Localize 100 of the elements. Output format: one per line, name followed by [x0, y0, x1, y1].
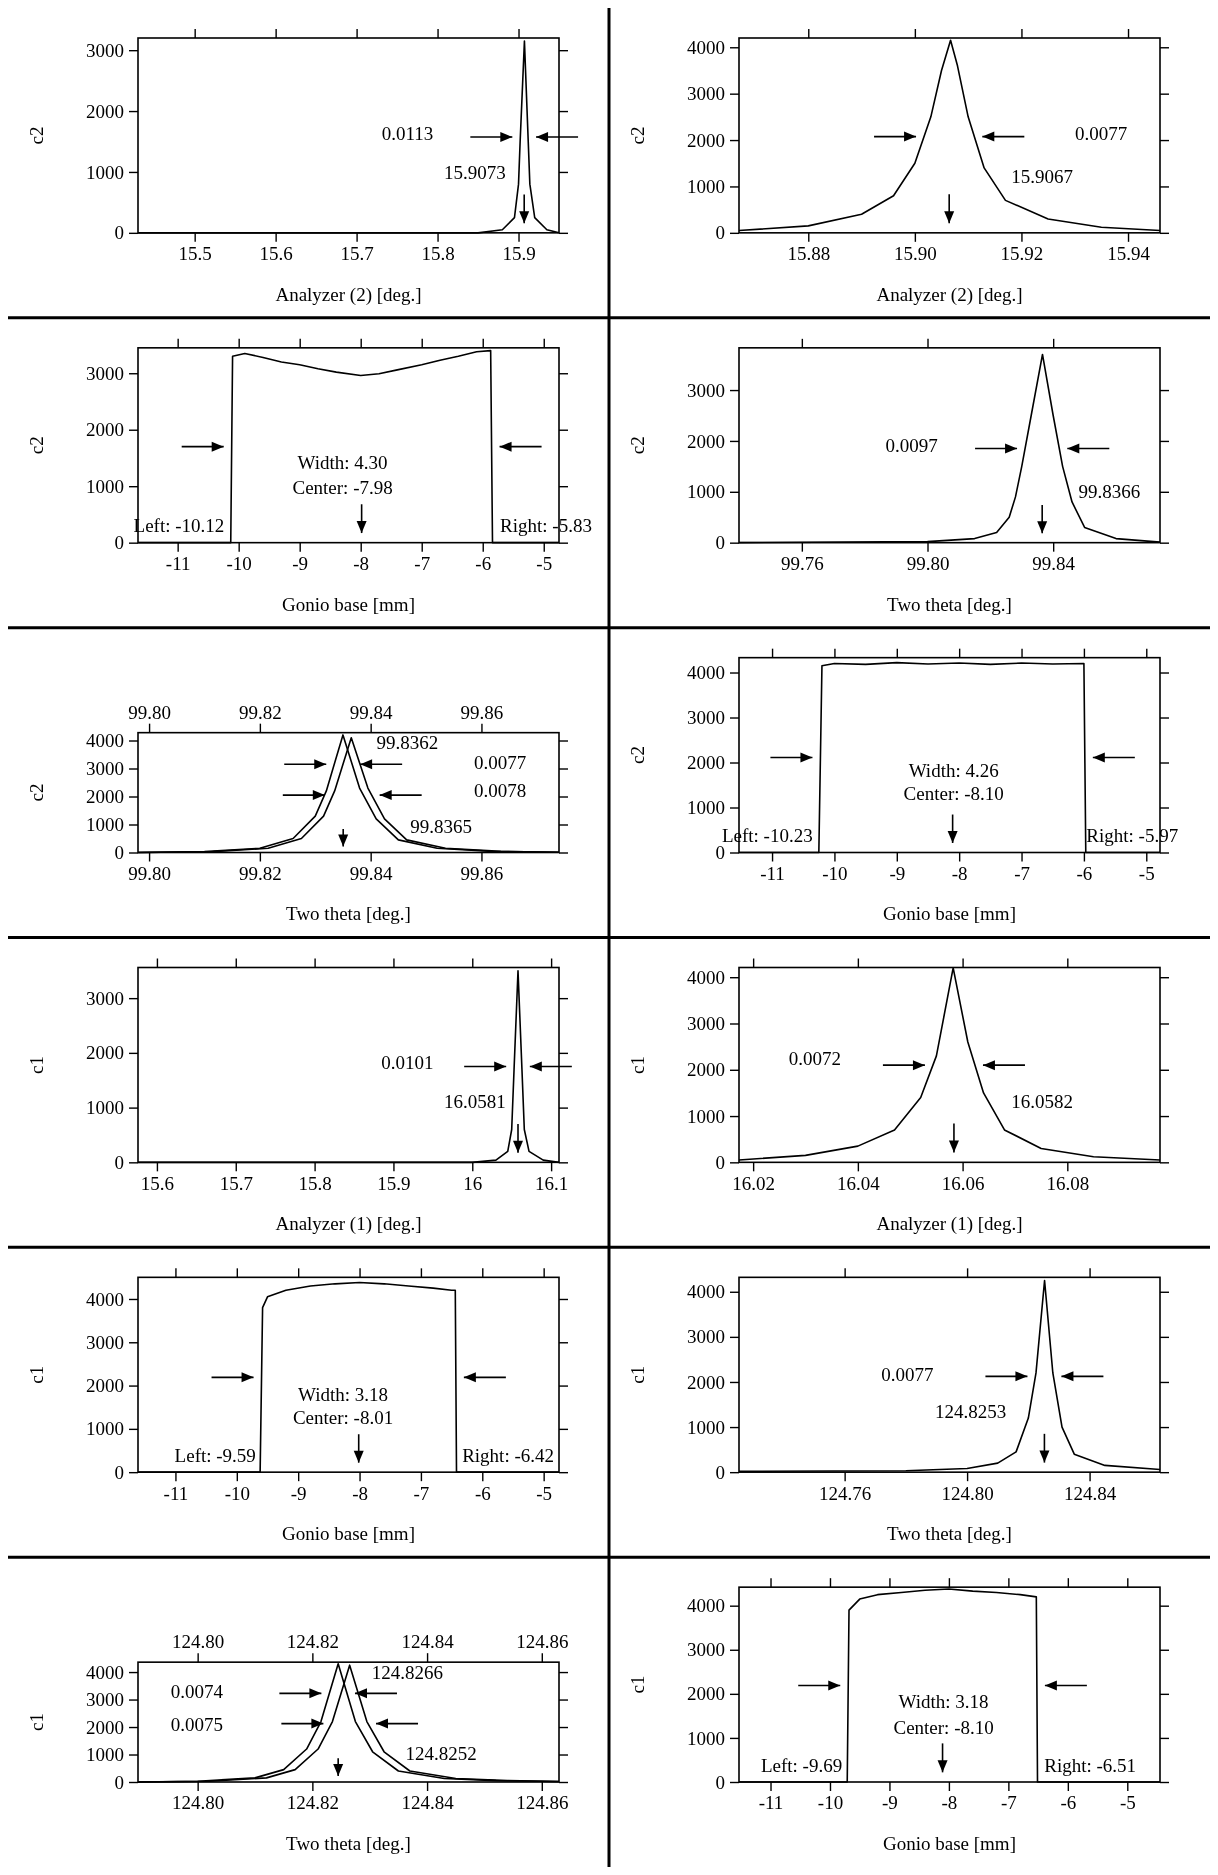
annotation: 124.8253 [934, 1401, 1007, 1423]
x-tick-label: 15.7 [340, 243, 374, 265]
y-tick-label: 2000 [86, 1042, 124, 1064]
x-axis-title: Analyzer (2) [deg.] [275, 283, 422, 306]
y-tick-label: 1000 [86, 1744, 124, 1766]
x-tick-label: -8 [352, 1482, 368, 1504]
x2-tick-label: 99.80 [128, 701, 171, 723]
y-tick-label: 0 [715, 1151, 725, 1173]
annotation: Right: -6.42 [462, 1444, 555, 1466]
y-tick-label: 0 [114, 1461, 124, 1483]
x-tick-label: -8 [941, 1792, 958, 1814]
y-tick-label: 4000 [687, 1281, 725, 1303]
x-tick-label: -5 [1119, 1792, 1136, 1814]
y-tick-label: 0 [715, 842, 725, 864]
annotation: Center: -7.98 [292, 477, 393, 499]
y-tick-label: 0 [715, 1461, 725, 1483]
x-tick-label: -11 [165, 553, 191, 575]
annotation: Left: -9.59 [174, 1444, 256, 1466]
x2-tick-label: 99.84 [349, 701, 394, 723]
x2-tick-label: 124.82 [286, 1631, 339, 1653]
y-tick-label: 1000 [86, 1418, 124, 1440]
x-tick-label: -5 [1138, 862, 1155, 884]
annotation: Center: -8.01 [292, 1406, 394, 1428]
x-tick-label: 15.6 [259, 243, 293, 265]
y-tick-label: 0 [114, 222, 124, 244]
x-tick-label: -9 [889, 862, 906, 884]
y-axis-title: c1 [26, 1365, 47, 1384]
y-axis-title: c1 [26, 1055, 47, 1074]
x-tick-label: -9 [882, 1792, 898, 1814]
annotation: Center: -8.10 [903, 783, 1004, 805]
y-tick-label: 2000 [687, 129, 725, 151]
y-tick-label: 2000 [687, 1683, 725, 1705]
y-axis-title: c2 [627, 746, 648, 765]
annotation: 99.8362 [376, 732, 439, 754]
x-tick-label: -7 [413, 1482, 430, 1504]
x-tick-label: -7 [1000, 1792, 1017, 1814]
x-tick-label: 15.8 [421, 243, 455, 265]
x-tick-label: -6 [474, 1482, 491, 1504]
x-tick-label: -10 [822, 862, 848, 884]
annotation: 99.8365 [410, 815, 472, 837]
x-axis-title: Gonio base [mm] [883, 903, 1016, 925]
x2-tick-label: 99.86 [460, 701, 504, 723]
x-tick-label: 15.5 [178, 243, 212, 265]
y-tick-label: 3000 [687, 83, 725, 105]
y-axis-title: c2 [627, 126, 648, 145]
annotation: Width: 4.30 [297, 452, 388, 474]
y-tick-label: 0 [715, 532, 725, 554]
x2-tick-label: 124.84 [401, 1631, 455, 1653]
x-tick-label: 15.9 [502, 243, 536, 265]
annotation: Width: 3.18 [298, 1383, 389, 1405]
y-tick-label: 3000 [687, 1326, 725, 1348]
y-axis-title: c2 [26, 783, 47, 802]
y-axis-title: c1 [627, 1365, 648, 1384]
y-tick-label: 2000 [687, 430, 725, 452]
y-tick-label: 2000 [687, 1059, 725, 1081]
x-tick-label: 99.86 [460, 862, 504, 884]
annotation: 15.9073 [443, 161, 506, 183]
x-tick-label: -9 [290, 1482, 307, 1504]
x-tick-label: 99.82 [238, 862, 282, 884]
annotation: 0.0072 [788, 1048, 841, 1070]
x-tick-label: 124.82 [286, 1792, 339, 1814]
x-tick-label: -10 [817, 1792, 844, 1814]
x-tick-label: -6 [475, 553, 492, 575]
y-tick-label: 4000 [687, 966, 725, 988]
y-tick-label: 3000 [687, 707, 725, 729]
x-tick-label: -11 [163, 1482, 189, 1504]
x-tick-label: 124.76 [819, 1482, 872, 1504]
x-tick-label: 16 [463, 1172, 483, 1194]
x-tick-label: 16.06 [941, 1172, 985, 1194]
annotation: 0.0074 [170, 1680, 224, 1702]
y-tick-label: 3000 [687, 1013, 725, 1035]
annotation: Center: -8.10 [893, 1716, 994, 1738]
x-tick-label: -8 [353, 553, 370, 575]
x-tick-label: -5 [536, 1482, 553, 1504]
x-tick-label: 15.88 [787, 243, 831, 265]
x-axis-title: Analyzer (1) [deg.] [876, 1213, 1023, 1236]
y-tick-label: 1000 [86, 475, 124, 497]
y-tick-label: 0 [715, 222, 725, 244]
x-axis-title: Gonio base [mm] [282, 593, 415, 615]
x-tick-label: 99.84 [349, 862, 394, 884]
y-tick-label: 0 [114, 532, 124, 554]
y-tick-label: 0 [114, 1771, 124, 1793]
annotation: Width: 4.26 [908, 759, 999, 781]
x-tick-label: 124.86 [516, 1792, 569, 1814]
y-axis-title: c1 [627, 1675, 648, 1694]
y-tick-label: 1000 [687, 1105, 725, 1127]
y-tick-label: 1000 [687, 176, 725, 198]
x-tick-label: -9 [292, 553, 309, 575]
annotation: 15.9067 [1011, 165, 1073, 187]
x2-tick-label: 124.80 [172, 1631, 225, 1653]
x-tick-label: 99.84 [1032, 553, 1076, 575]
y-tick-label: 1000 [687, 1416, 725, 1438]
y-axis-title: c2 [627, 436, 648, 455]
x-tick-label: 15.7 [219, 1172, 253, 1194]
x2-tick-label: 124.86 [516, 1631, 569, 1653]
x-axis-title: Two theta [deg.] [286, 903, 411, 925]
annotation: 124.8266 [371, 1661, 444, 1683]
annotation: Width: 3.18 [898, 1691, 989, 1713]
annotation: 0.0077 [473, 752, 527, 774]
x-tick-label: 124.84 [1063, 1482, 1117, 1504]
